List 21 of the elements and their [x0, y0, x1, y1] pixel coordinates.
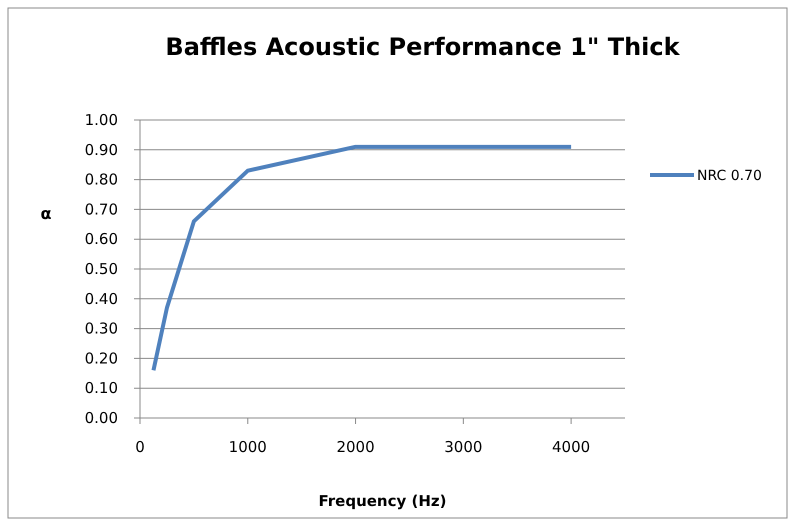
y-tick-label: 0.90 [84, 140, 118, 159]
y-tick-label: 0.50 [84, 260, 118, 278]
y-tick-label: 0.30 [84, 320, 118, 338]
y-tick-label: 0.00 [84, 409, 118, 427]
legend-label: NRC 0.70 [697, 168, 762, 184]
x-tick-label: 0 [135, 438, 145, 456]
y-tick-label: 1.00 [84, 111, 118, 129]
y-tick-label: 0.70 [84, 200, 118, 218]
y-tick-label: 0.20 [84, 349, 118, 368]
x-tick-label: 1000 [228, 438, 267, 456]
x-tick-label: 3000 [444, 438, 482, 456]
x-axis-title: Frequency (Hz) [318, 492, 447, 510]
x-tick-label: 4000 [552, 438, 590, 456]
y-tick-label: 0.10 [84, 379, 118, 398]
y-axis-title: α [40, 204, 52, 223]
chart-title: Baffles Acoustic Performance 1" Thick [165, 33, 681, 61]
y-tick-label: 0.60 [84, 230, 118, 248]
line-series [151, 144, 574, 372]
y-tick-label: 0.80 [84, 170, 118, 189]
y-tick-label: 0.40 [84, 290, 118, 308]
x-tick-label: 2000 [336, 438, 375, 456]
